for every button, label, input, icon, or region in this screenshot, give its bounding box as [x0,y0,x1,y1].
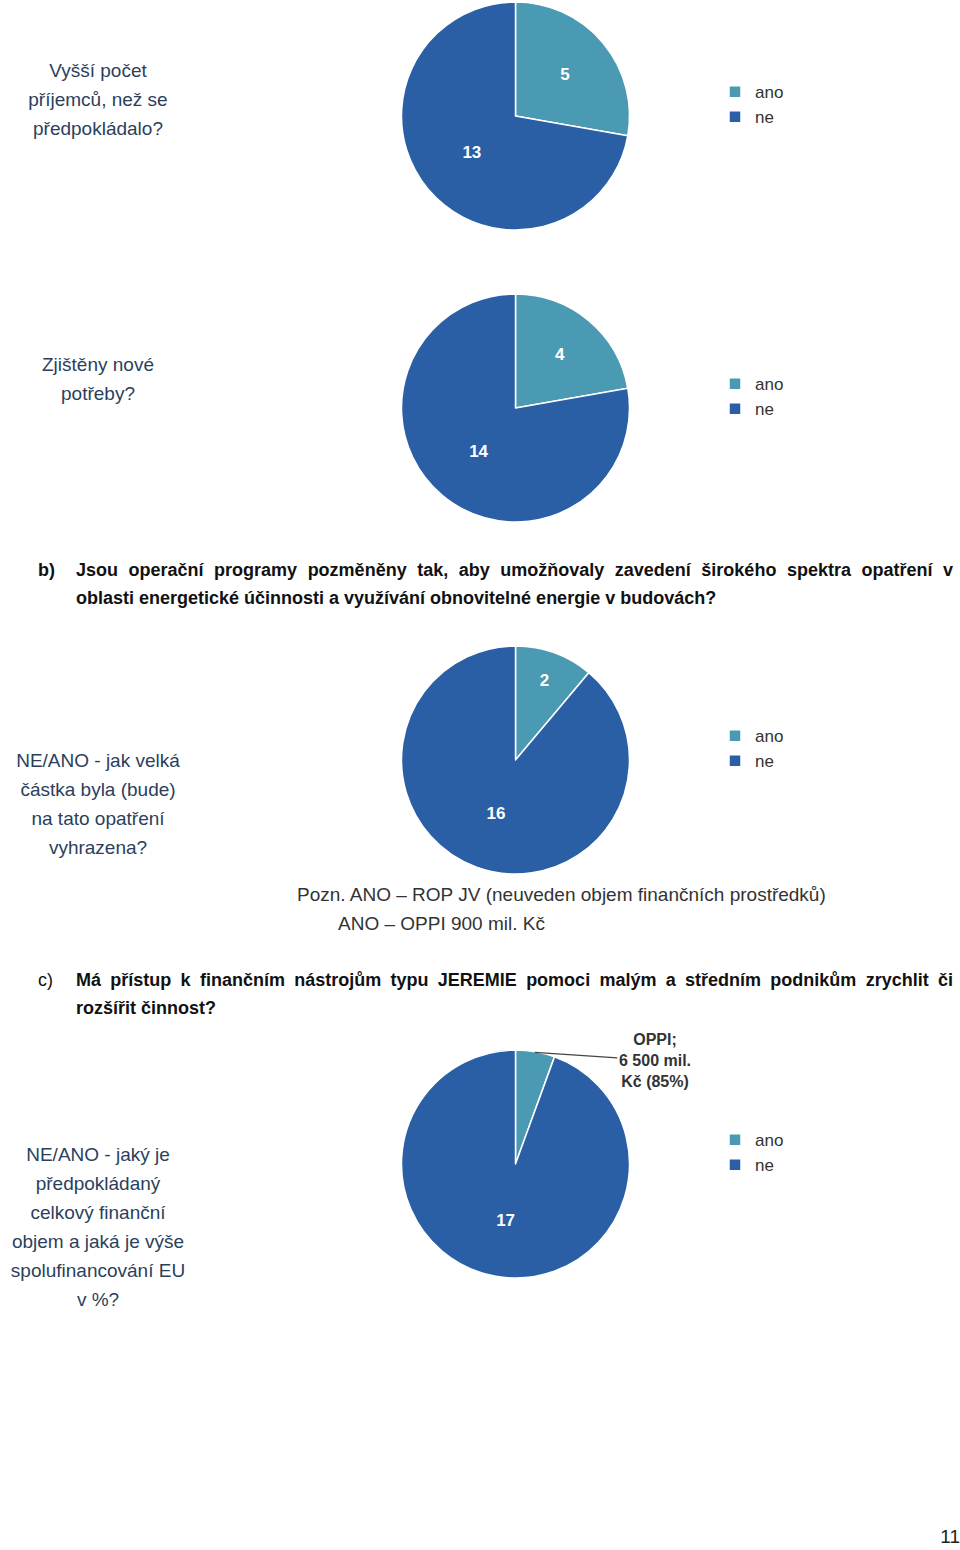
html-text:předpokládalo?: předpokládalo? [33,118,163,139]
html-text:c): c) [38,970,53,990]
html-text:předpokládaný: předpokládaný [35,1173,161,1194]
svg-text:ne: ne [755,1156,774,1175]
svg-text:14: 14 [469,442,488,461]
html-text:b): b) [38,560,55,580]
html-text:potřeby?: potřeby? [61,383,135,404]
html-text:Pozn. ANO – ROP JV (neuveden o: Pozn. ANO – ROP JV (neuveden objem finan… [297,884,826,905]
svg-text:2: 2 [540,671,549,690]
html-text:na tato opatření: na tato opatření [31,808,165,829]
html-text:Vyšší počet: Vyšší počet [49,60,147,81]
html-text:Jsou operační programy pozměně: Jsou operační programy pozměněny tak, ab… [76,560,953,608]
svg-text:17: 17 [496,1211,515,1230]
svg-text:16: 16 [487,804,506,823]
svg-text:13: 13 [462,143,481,162]
svg-text:4: 4 [555,345,565,364]
svg-text:5: 5 [560,65,569,84]
svg-text:ne: ne [755,400,774,419]
html-text:celkový finanční: celkový finanční [30,1202,166,1223]
html-text:vyhrazena?: vyhrazena? [48,837,148,858]
html-text:Má přístup k finančním nástroj: Má přístup k finančním nástrojům typu JE… [76,970,953,1018]
svg-text:ano: ano [755,375,783,394]
html-text:ANO – OPPI 900 mil. Kč: ANO – OPPI 900 mil. Kč [338,913,545,934]
html-text:objem a jaká je výše: objem a jaká je výše [11,1231,185,1252]
html-text:Zjištěny nové: Zjištěny nové [42,354,154,375]
svg-text:ne: ne [755,752,774,771]
html-text:NE/ANO - jaký je: NE/ANO - jaký je [26,1144,170,1165]
html-text:spolufinancování EU: spolufinancování EU [10,1260,186,1281]
html-text:příjemců, než se: příjemců, než se [28,89,168,110]
html-text:11: 11 [940,1526,960,1547]
svg-text:ano: ano [755,727,783,746]
svg-text:ano: ano [755,83,783,102]
svg-text:ne: ne [755,108,774,127]
svg-text:ano: ano [755,1131,783,1150]
html-text:NE/ANO - jak velká: NE/ANO - jak velká [16,750,180,771]
html-text:v %?: v %? [76,1289,120,1310]
svg-text:OPPI;6 500 mil.Kč (85%): OPPI;6 500 mil.Kč (85%) [619,1031,691,1090]
html-text:částka byla (bude): částka byla (bude) [20,779,176,800]
